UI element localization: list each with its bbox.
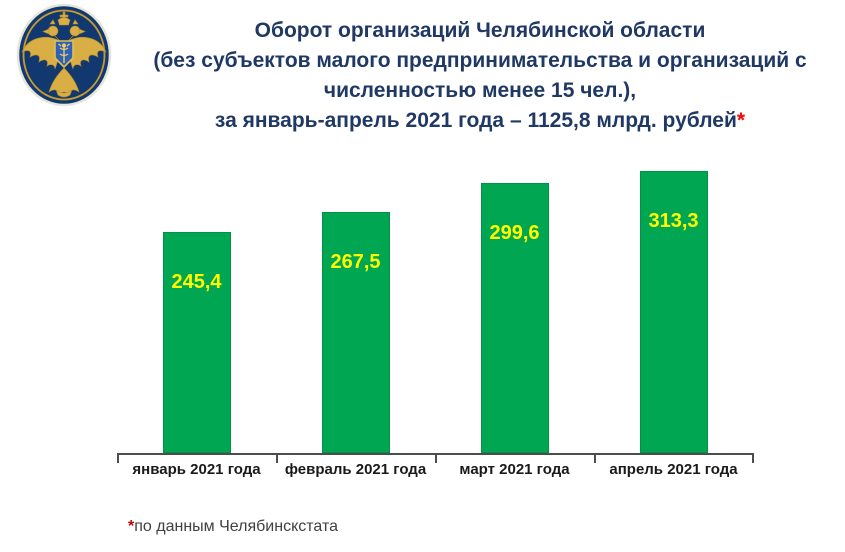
bar-1: 245,4 [162, 232, 231, 453]
double-headed-eagle-emblem-icon [16, 3, 112, 107]
category-label: январь 2021 года [132, 461, 261, 478]
category-label: апрель 2021 года [609, 461, 738, 478]
category-label: февраль 2021 года [284, 461, 427, 478]
bar-value-label: 267,5 [330, 251, 381, 273]
bar-chart: 245,4 267,5 299,6 313,3 [117, 160, 754, 463]
title-footnote-asterisk: * [736, 109, 746, 132]
axis-tick [594, 453, 596, 463]
plot-area: 245,4 267,5 299,6 313,3 [117, 160, 753, 453]
bar-3: 299,6 [480, 183, 549, 453]
axis-tick [117, 453, 119, 463]
footnote: *по данным Челябинскстата [128, 518, 338, 536]
footnote-text: по данным Челябинскстата [134, 518, 338, 535]
axis-tick [276, 453, 278, 463]
bar-value-label: 299,6 [489, 222, 540, 244]
page-title: Оборот организаций Челябинской области (… [115, 16, 845, 136]
title-line-2: (без субъектов малого предпринимательств… [153, 49, 807, 72]
title-line-4: за январь-апрель 2021 года – 1125,8 млрд… [115, 106, 845, 136]
axis-tick [435, 453, 437, 463]
footnote-asterisk: * [128, 518, 135, 535]
bar-4: 313,3 [639, 171, 708, 453]
bar-value-label: 313,3 [648, 210, 699, 232]
rosstat-emblem-logo [16, 2, 112, 108]
category-axis: январь 2021 года февраль 2021 года март 20… [117, 461, 753, 483]
axis-tick [752, 453, 754, 463]
bar-2: 267,5 [321, 212, 390, 453]
title-line-4-text: за январь-апрель 2021 года – 1125,8 млрд… [214, 109, 737, 132]
category-label: март 2021 года [459, 461, 570, 478]
bar-value-label: 245,4 [171, 271, 222, 293]
title-line-1: Оборот организаций Челябинской области [254, 19, 706, 42]
title-line-3: численностью менее 15 чел.), [323, 79, 637, 102]
